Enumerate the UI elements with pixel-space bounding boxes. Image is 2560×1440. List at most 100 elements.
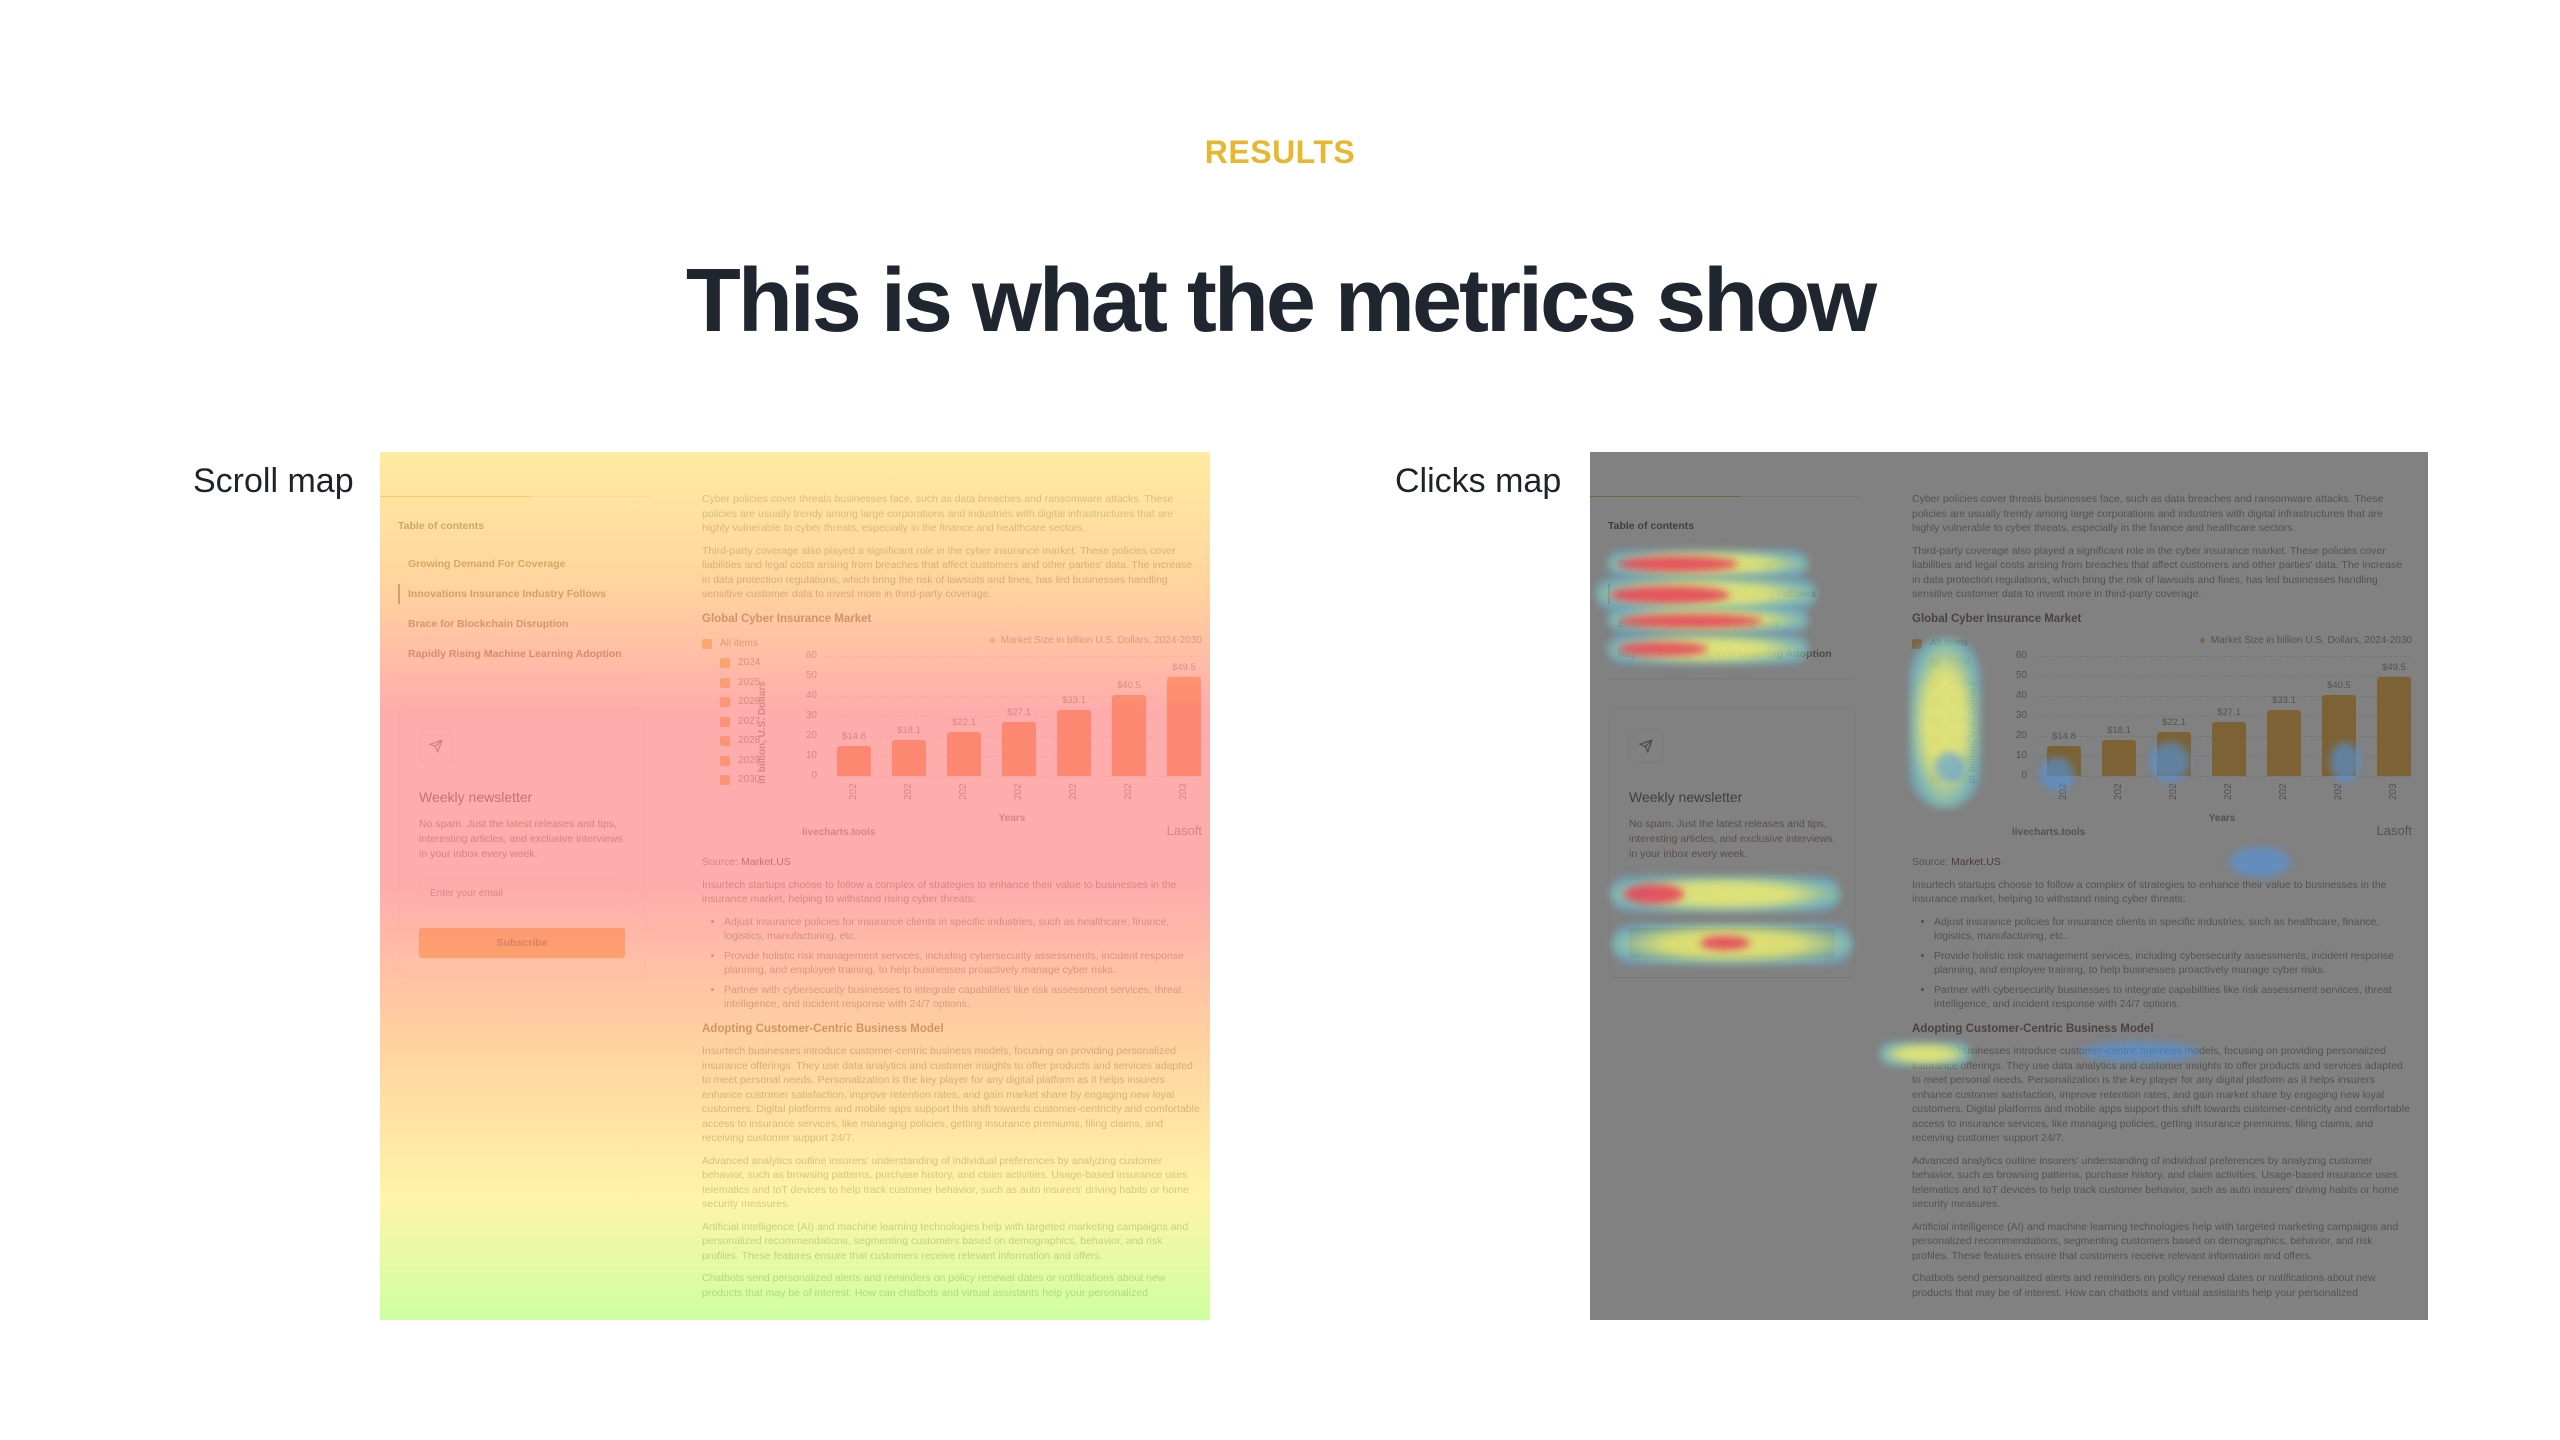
toc-item-innovations[interactable]: Innovations Insurance Industry Follows <box>398 584 643 604</box>
filter-year-2030[interactable]: 2030 <box>702 771 760 791</box>
paragraph: Insurtech startups choose to follow a co… <box>702 878 1177 906</box>
paragraph: Advanced analytics outline insurers' und… <box>1912 1154 2399 1211</box>
market-chart: All items 2024 2025 2026 2027 2028 2029 2030 M… <box>1912 634 2412 849</box>
y-tick: 10 <box>805 749 817 761</box>
brand-logo: Lasoft <box>1166 823 1202 838</box>
checkbox-icon[interactable] <box>720 697 730 708</box>
x-tick: 202 <box>2333 783 2344 800</box>
source-line: Source: Market.US <box>702 856 791 868</box>
bar-2027[interactable] <box>1002 721 1036 776</box>
toc-item-innovations[interactable]: Innovations Insurance Industry Follows <box>1608 584 1853 604</box>
market-chart: All items 2024 2025 2026 2027 2028 2029 2030 M… <box>702 634 1202 849</box>
newsletter-description: No spam. Just the latest releases and ti… <box>1629 818 1833 860</box>
checkbox-icon[interactable] <box>1930 755 1940 766</box>
subscribe-button[interactable]: Subscribe <box>419 928 625 958</box>
x-tick: 202 <box>848 783 859 800</box>
checkbox-icon[interactable] <box>1930 716 1940 727</box>
newsletter-card: Weekly newsletter No spam. Just the late… <box>1608 708 1856 978</box>
filter-year-2026[interactable]: 2026 <box>1912 693 1970 713</box>
bar-2029[interactable] <box>1112 695 1146 776</box>
newsletter-title: Weekly newsletter <box>1629 789 1743 805</box>
checkbox-icon[interactable] <box>1930 677 1940 688</box>
x-tick: 203 <box>2388 783 2399 800</box>
bar-2029[interactable] <box>2322 695 2356 776</box>
checkbox-icon[interactable] <box>720 716 730 727</box>
progress-track <box>1740 496 1860 497</box>
article-page-screenshot: Table of contents Growing Demand For Cov… <box>1590 452 2428 1320</box>
paragraph: Chatbots send personalized alerts and re… <box>702 1272 1166 1299</box>
filter-all-items[interactable]: All items <box>702 634 760 654</box>
checkbox-icon[interactable] <box>720 677 730 688</box>
y-tick: 40 <box>805 689 817 701</box>
filter-year-2024[interactable]: 2024 <box>1912 654 1970 674</box>
bar-2025[interactable] <box>2102 739 2136 776</box>
checkbox-icon[interactable] <box>1930 775 1940 786</box>
checkbox-icon[interactable] <box>720 775 730 786</box>
filter-year-2026[interactable]: 2026 <box>702 693 760 713</box>
bar-value-label: $33.1 <box>1062 694 1086 706</box>
checkbox-icon[interactable] <box>702 638 712 649</box>
legend-dot-icon <box>989 637 995 643</box>
x-tick: 202 <box>2278 783 2289 800</box>
filter-year-2029[interactable]: 2029 <box>1912 751 1970 771</box>
legend-dot-icon <box>2199 637 2205 643</box>
y-tick: 20 <box>805 729 817 741</box>
toc-item-blockchain[interactable]: Brace for Blockchain Disruption <box>408 618 569 630</box>
chart-credit: livecharts.tools <box>2012 827 2086 838</box>
filter-year-2030[interactable]: 2030 <box>1912 771 1970 791</box>
paragraph: Cyber policies cover threats businesses … <box>1912 493 2384 534</box>
scroll-map-frame: Table of contents Growing Demand For Cov… <box>380 452 1210 1320</box>
toc-item-growing-demand[interactable]: Growing Demand For Coverage <box>1618 558 1776 570</box>
bar-2025[interactable] <box>892 739 926 776</box>
toc-item-blockchain[interactable]: Brace for Blockchain Disruption <box>1618 618 1779 630</box>
chart-legend: Market Size in billion U.S. Dollars, 202… <box>2199 634 2412 649</box>
filter-year-2027[interactable]: 2027 <box>702 712 760 732</box>
x-tick: 203 <box>1178 783 1189 800</box>
toc-item-growing-demand[interactable]: Growing Demand For Coverage <box>408 558 566 570</box>
bar-2028[interactable] <box>2267 709 2301 776</box>
checkbox-icon[interactable] <box>1930 736 1940 747</box>
filter-year-2024[interactable]: 2024 <box>702 654 760 674</box>
source-link[interactable]: Market.US <box>741 856 791 868</box>
filter-year-2028[interactable]: 2028 <box>1912 732 1970 752</box>
checkbox-icon[interactable] <box>720 658 730 669</box>
filter-year-2025[interactable]: 2025 <box>1912 673 1970 693</box>
bar-value-label: $18.1 <box>2107 724 2131 736</box>
filter-all-items[interactable]: All items <box>1912 634 1970 654</box>
checkbox-icon[interactable] <box>1930 658 1940 669</box>
bar-2030[interactable] <box>1167 677 1201 776</box>
section-heading: Adopting Customer-Centric Business Model <box>702 1022 944 1035</box>
bar-2024[interactable] <box>837 746 871 776</box>
checkbox-icon[interactable] <box>1930 697 1940 708</box>
filter-year-2027[interactable]: 2027 <box>1912 712 1970 732</box>
chart-plot-area: 0 10 20 30 40 50 60 $14.8 202 $18.1 202 $22.1 202 $27… <box>797 650 1202 800</box>
bar-2026[interactable] <box>947 731 981 776</box>
subscribe-button[interactable]: Subscribe <box>1629 928 1835 958</box>
gridline <box>2035 656 2412 657</box>
bar-value-label: $40.5 <box>1117 680 1141 691</box>
bar-2030[interactable] <box>2377 677 2411 776</box>
filter-year-2028[interactable]: 2028 <box>702 732 760 752</box>
toc-item-machine-learning[interactable]: Rapidly Rising Machine Learning Adoption <box>1618 648 1832 660</box>
source-link[interactable]: Market.US <box>1951 856 2001 868</box>
x-axis-label: Years <box>998 813 1026 824</box>
email-input[interactable] <box>1629 878 1835 908</box>
checkbox-icon[interactable] <box>1912 638 1922 649</box>
checkbox-icon[interactable] <box>720 755 730 766</box>
bullet-list: Adjust insurance policies for insurance … <box>1934 915 2412 1012</box>
bar-value-label: $14.8 <box>842 731 866 743</box>
y-tick: 60 <box>2015 649 2027 661</box>
checkbox-icon[interactable] <box>720 736 730 747</box>
bar-2028[interactable] <box>1057 709 1091 776</box>
x-tick: 202 <box>2113 783 2124 800</box>
bar-2026[interactable] <box>2157 731 2191 776</box>
email-input[interactable] <box>419 878 625 908</box>
toc-item-machine-learning[interactable]: Rapidly Rising Machine Learning Adoption <box>408 648 622 660</box>
filter-year-2029[interactable]: 2029 <box>702 751 760 771</box>
paragraph: Artificial intelligence (AI) and machine… <box>702 1220 1189 1262</box>
clicks-map-label: Clicks map <box>1395 462 1562 500</box>
filter-year-2025[interactable]: 2025 <box>702 673 760 693</box>
bar-2024[interactable] <box>2047 746 2081 776</box>
chart-heading: Global Cyber Insurance Market <box>1912 612 2082 625</box>
bar-2027[interactable] <box>2212 721 2246 776</box>
